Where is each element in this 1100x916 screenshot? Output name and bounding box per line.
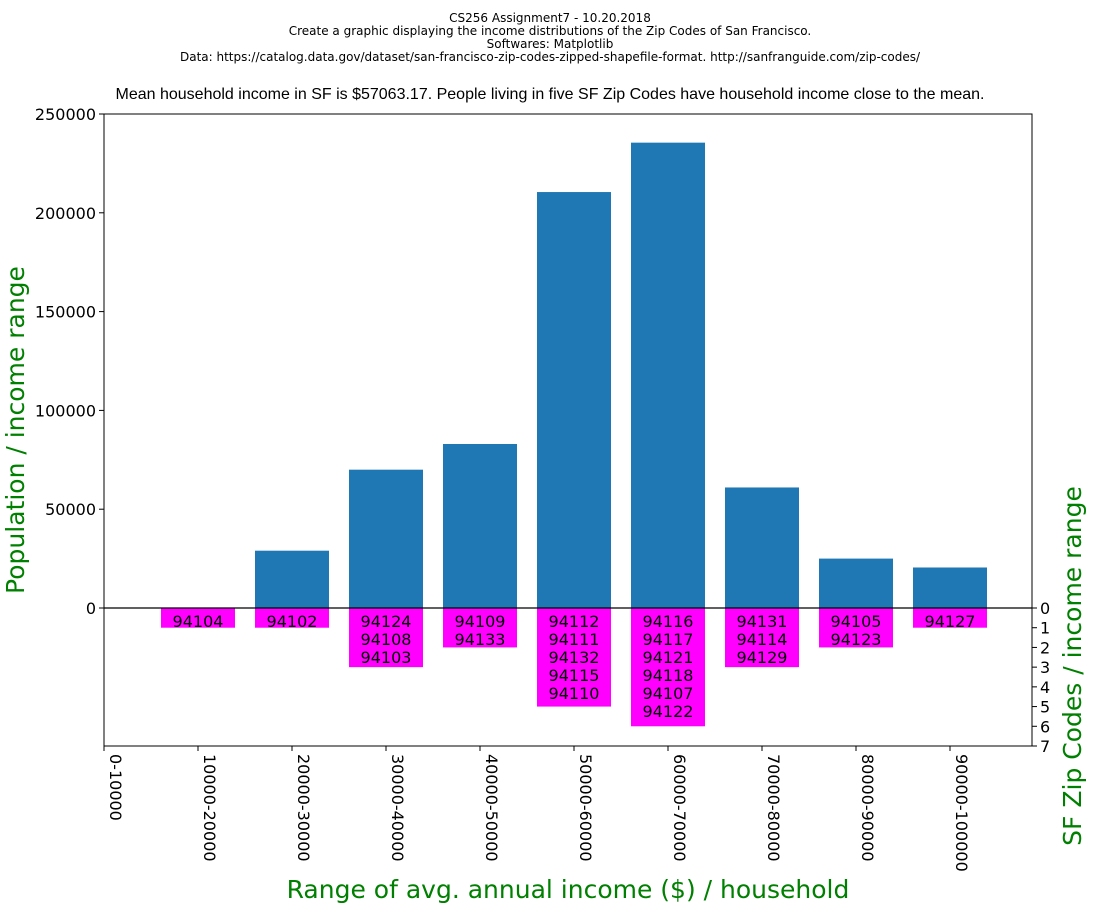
zip-label-94121: 94121 [643, 648, 694, 667]
zip-label-94131: 94131 [737, 612, 788, 631]
x-tick-label: 60000-70000 [670, 754, 689, 862]
zip-label-94107: 94107 [643, 684, 694, 703]
population-bar-20000-30000 [255, 550, 329, 608]
zip-bar-10000-20000 [161, 608, 235, 628]
y-tick-label: 150000 [35, 303, 96, 322]
zip-label-94129: 94129 [737, 648, 788, 667]
population-bar-40000-50000 [443, 443, 517, 608]
zip-label-94104: 94104 [173, 612, 224, 631]
y-tick-label: 50000 [45, 500, 96, 519]
header-block: CS256 Assignment7 - 10.20.2018 Create a … [0, 12, 1100, 64]
zip-label-94127: 94127 [925, 612, 976, 631]
zip-label-94108: 94108 [361, 630, 412, 649]
y-tick-label: 200000 [35, 204, 96, 223]
x-tick-label: 80000-90000 [858, 754, 877, 862]
x-tick-label: 90000-100000 [952, 754, 971, 872]
axes [103, 113, 1033, 747]
y-right-tick-label: 5 [1040, 698, 1050, 717]
header-line-4: Data: https://catalog.data.gov/dataset/s… [179, 50, 921, 64]
x-tick-label: 30000-40000 [388, 754, 407, 862]
header-line-2: Create a graphic displaying the income d… [288, 24, 812, 38]
y-tick-label: 0 [86, 599, 96, 618]
x-tick-label: 0-10000 [106, 754, 125, 821]
zip-label-94105: 94105 [831, 612, 882, 631]
zip-bar-40000-50000 [443, 608, 517, 648]
y-right-tick-label: 6 [1040, 717, 1050, 736]
population-bar-50000-60000 [537, 192, 611, 608]
zip-label-94132: 94132 [549, 648, 600, 667]
y-right-tick-label: 3 [1040, 658, 1050, 677]
population-bars [255, 142, 987, 609]
zip-label-94110: 94110 [549, 684, 600, 703]
population-bar-90000-100000 [913, 567, 987, 608]
x-tick-label: 10000-20000 [200, 754, 219, 862]
zip-label-94109: 94109 [455, 612, 506, 631]
zip-label-94122: 94122 [643, 702, 694, 721]
zip-label-94102: 94102 [267, 612, 318, 631]
population-bar-70000-80000 [725, 487, 799, 608]
zip-label-94117: 94117 [643, 630, 694, 649]
zip-label-94115: 94115 [549, 666, 600, 685]
zip-label-94111: 94111 [549, 630, 600, 649]
x-tick-label: 40000-50000 [482, 754, 501, 862]
zip-bar-50000-60000 [537, 608, 611, 707]
x-tick-label: 20000-30000 [294, 754, 313, 862]
y-tick-label: 250000 [35, 105, 96, 124]
zip-label-94112: 94112 [549, 612, 600, 631]
x-axis-label: Range of avg. annual income ($) / househ… [287, 875, 850, 904]
x-tick-label: 50000-60000 [576, 754, 595, 862]
y-tick-label: 100000 [35, 401, 96, 420]
zip-bar-80000-90000 [819, 608, 893, 648]
y-right-tick-label: 7 [1040, 737, 1050, 756]
population-bar-80000-90000 [819, 558, 893, 608]
chart-title: Mean household income in SF is $57063.17… [115, 86, 985, 103]
zip-bar-70000-80000 [725, 608, 799, 668]
zip-bar-30000-40000 [349, 608, 423, 668]
header-line-1: CS256 Assignment7 - 10.20.2018 [449, 11, 651, 25]
zip-label-94116: 94116 [643, 612, 694, 631]
population-bar-30000-40000 [349, 469, 423, 608]
zip-label-94103: 94103 [361, 648, 412, 667]
y-right-tick-label: 4 [1040, 678, 1050, 697]
plot-frame [103, 113, 1033, 747]
zip-label-94133: 94133 [455, 630, 506, 649]
zip-bar-90000-100000 [913, 608, 987, 628]
zip-label-94124: 94124 [361, 612, 412, 631]
y-axis-label-right: SF Zip Codes / income range [1058, 486, 1087, 846]
zip-label-94118: 94118 [643, 666, 694, 685]
y-right-tick-label: 1 [1040, 619, 1050, 638]
zip-label-94123: 94123 [831, 630, 882, 649]
y-axis-label: Population / income range [1, 266, 30, 594]
header-line-3: Softwares: Matplotlib [486, 37, 614, 51]
x-tick-label: 70000-80000 [764, 754, 783, 862]
population-bar-60000-70000 [631, 142, 705, 609]
y-right-tick-label: 0 [1040, 599, 1050, 618]
y-right-tick-label: 2 [1040, 638, 1050, 657]
zip-bar-20000-30000 [255, 608, 329, 628]
x-ticks: 0-10000 10000-20000 20000-30000 30000-40000… [103, 746, 971, 872]
zip-label-94114: 94114 [737, 630, 788, 649]
zip-bar-60000-70000 [631, 608, 705, 727]
y-ticks-left: 0 50000 100000 150000 200000 250000 [35, 105, 104, 618]
